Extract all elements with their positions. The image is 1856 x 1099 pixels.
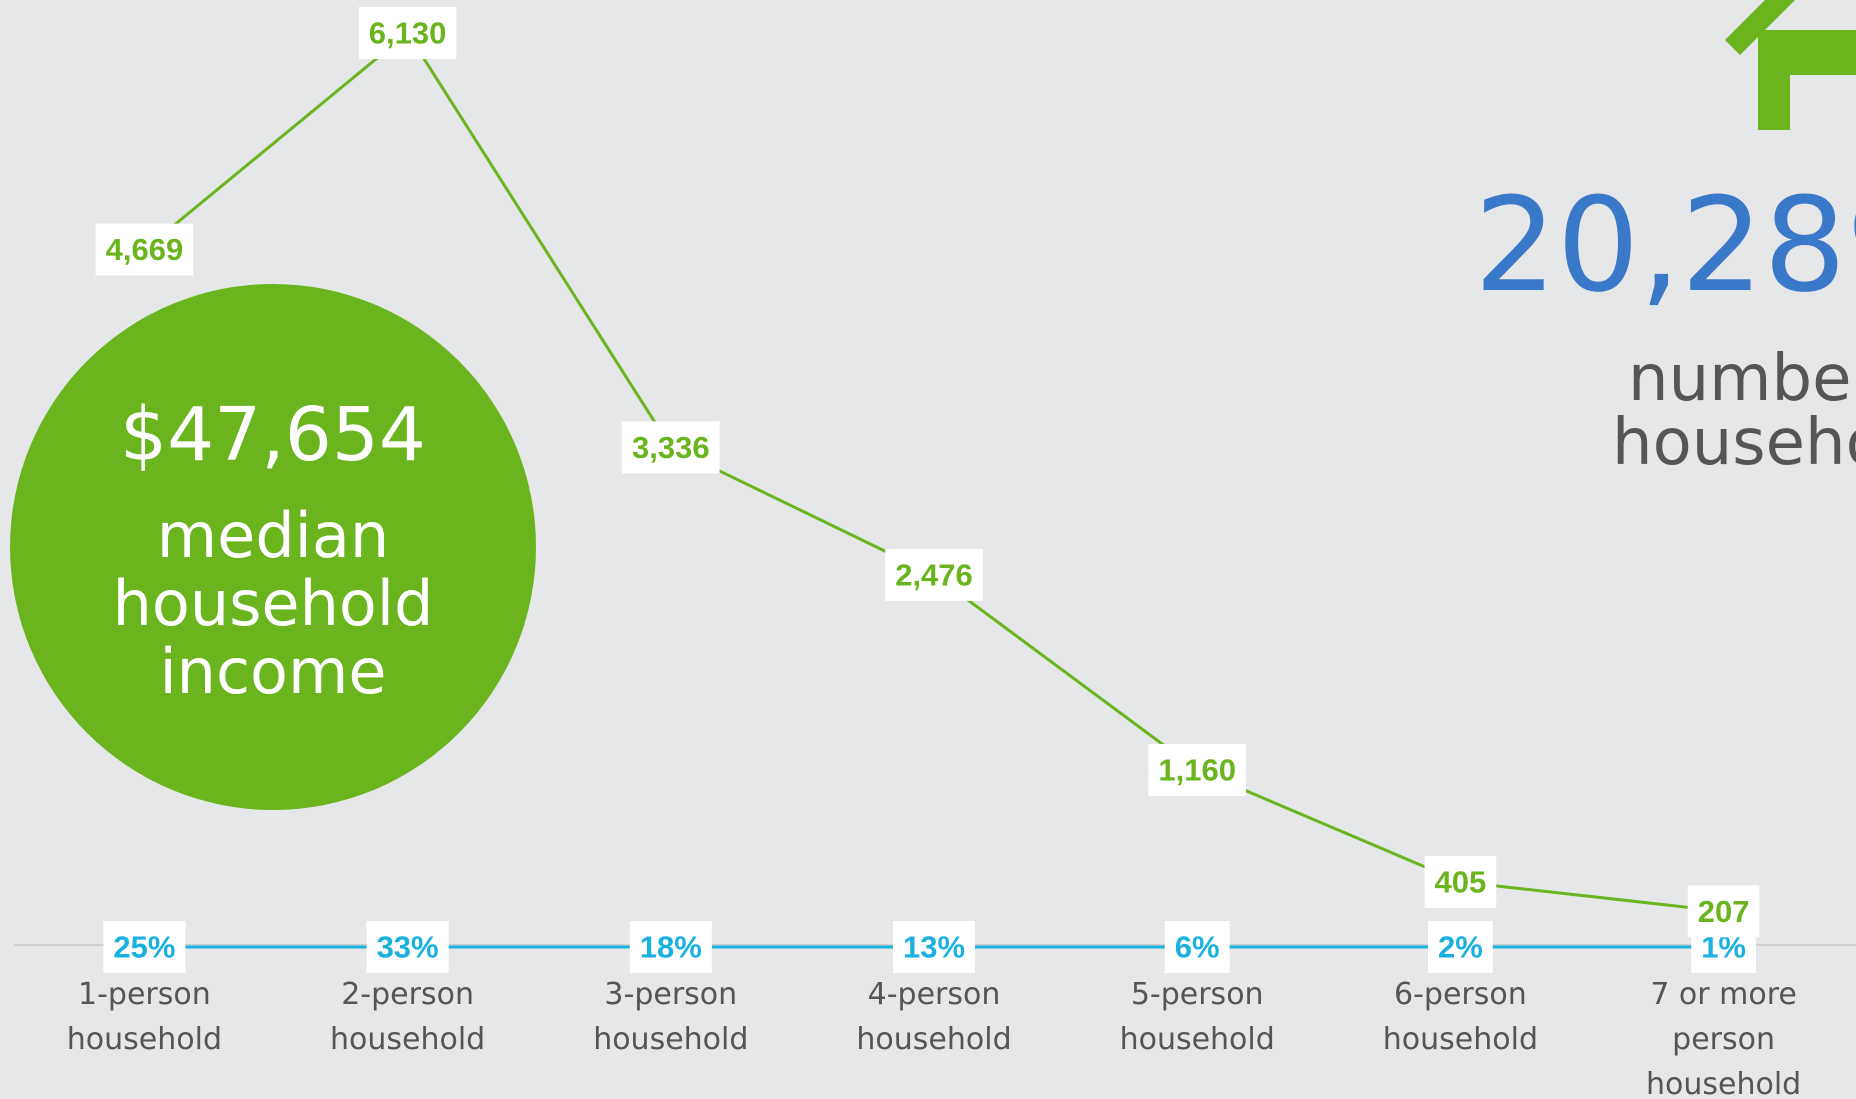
data-label-box [95,223,194,276]
data-label: 3,336 [632,430,710,465]
data-label-box [1424,855,1497,908]
data-label-box [103,921,186,973]
data-label: 405 [1435,864,1487,899]
x-tick-label: household [1383,1022,1538,1057]
data-label-box [1164,921,1230,973]
data-label: 33% [377,930,439,965]
data-label-box [358,7,457,59]
x-tick-label: 6-person [1394,977,1527,1012]
data-label-box [892,921,976,973]
x-tick-label: person [1672,1022,1775,1057]
data-label: 1,160 [1158,752,1236,787]
data-label-box [1687,885,1760,938]
data-label: 18% [640,930,702,965]
x-tick-label: household [1646,1067,1801,1099]
data-label: 13% [903,930,965,965]
data-label: 4,669 [106,232,184,267]
data-label-box [629,921,712,973]
x-tick-label: household [593,1022,748,1057]
x-tick-label: 5-person [1131,977,1264,1012]
income-value: $47,654 [120,392,426,478]
data-label: 6% [1175,930,1220,965]
data-label: 207 [1698,894,1750,929]
households-label: number of [1628,342,1856,416]
x-tick-label: 4-person [868,977,1001,1012]
income-circle [10,284,536,810]
income-label: household [113,567,434,640]
house-roof [1725,0,1795,55]
households-label: households [1612,406,1856,480]
x-tick-label: household [856,1022,1011,1057]
x-tick-label: household [67,1022,222,1057]
households-value: 20,289 [1474,169,1856,321]
house-icon [1725,0,1856,130]
x-tick-label: 3-person [604,977,737,1012]
data-label-box [885,548,983,601]
data-label: 6,130 [369,16,447,51]
house-door [1790,75,1856,130]
x-tick-label: 7 or more [1650,977,1797,1012]
income-label: income [159,635,386,708]
data-label: 2% [1438,930,1483,965]
data-label-box [622,421,720,474]
x-tick-label: 1-person [78,977,211,1012]
data-label-box [366,921,449,973]
data-label-box [1148,743,1246,796]
x-tick-label: household [330,1022,485,1057]
data-label: 2,476 [895,557,973,592]
x-tick-label: 2-person [341,977,474,1012]
data-label-box [1427,921,1493,973]
income-label: median [157,499,389,572]
x-tick-label: household [1120,1022,1275,1057]
data-label: 25% [113,930,175,965]
